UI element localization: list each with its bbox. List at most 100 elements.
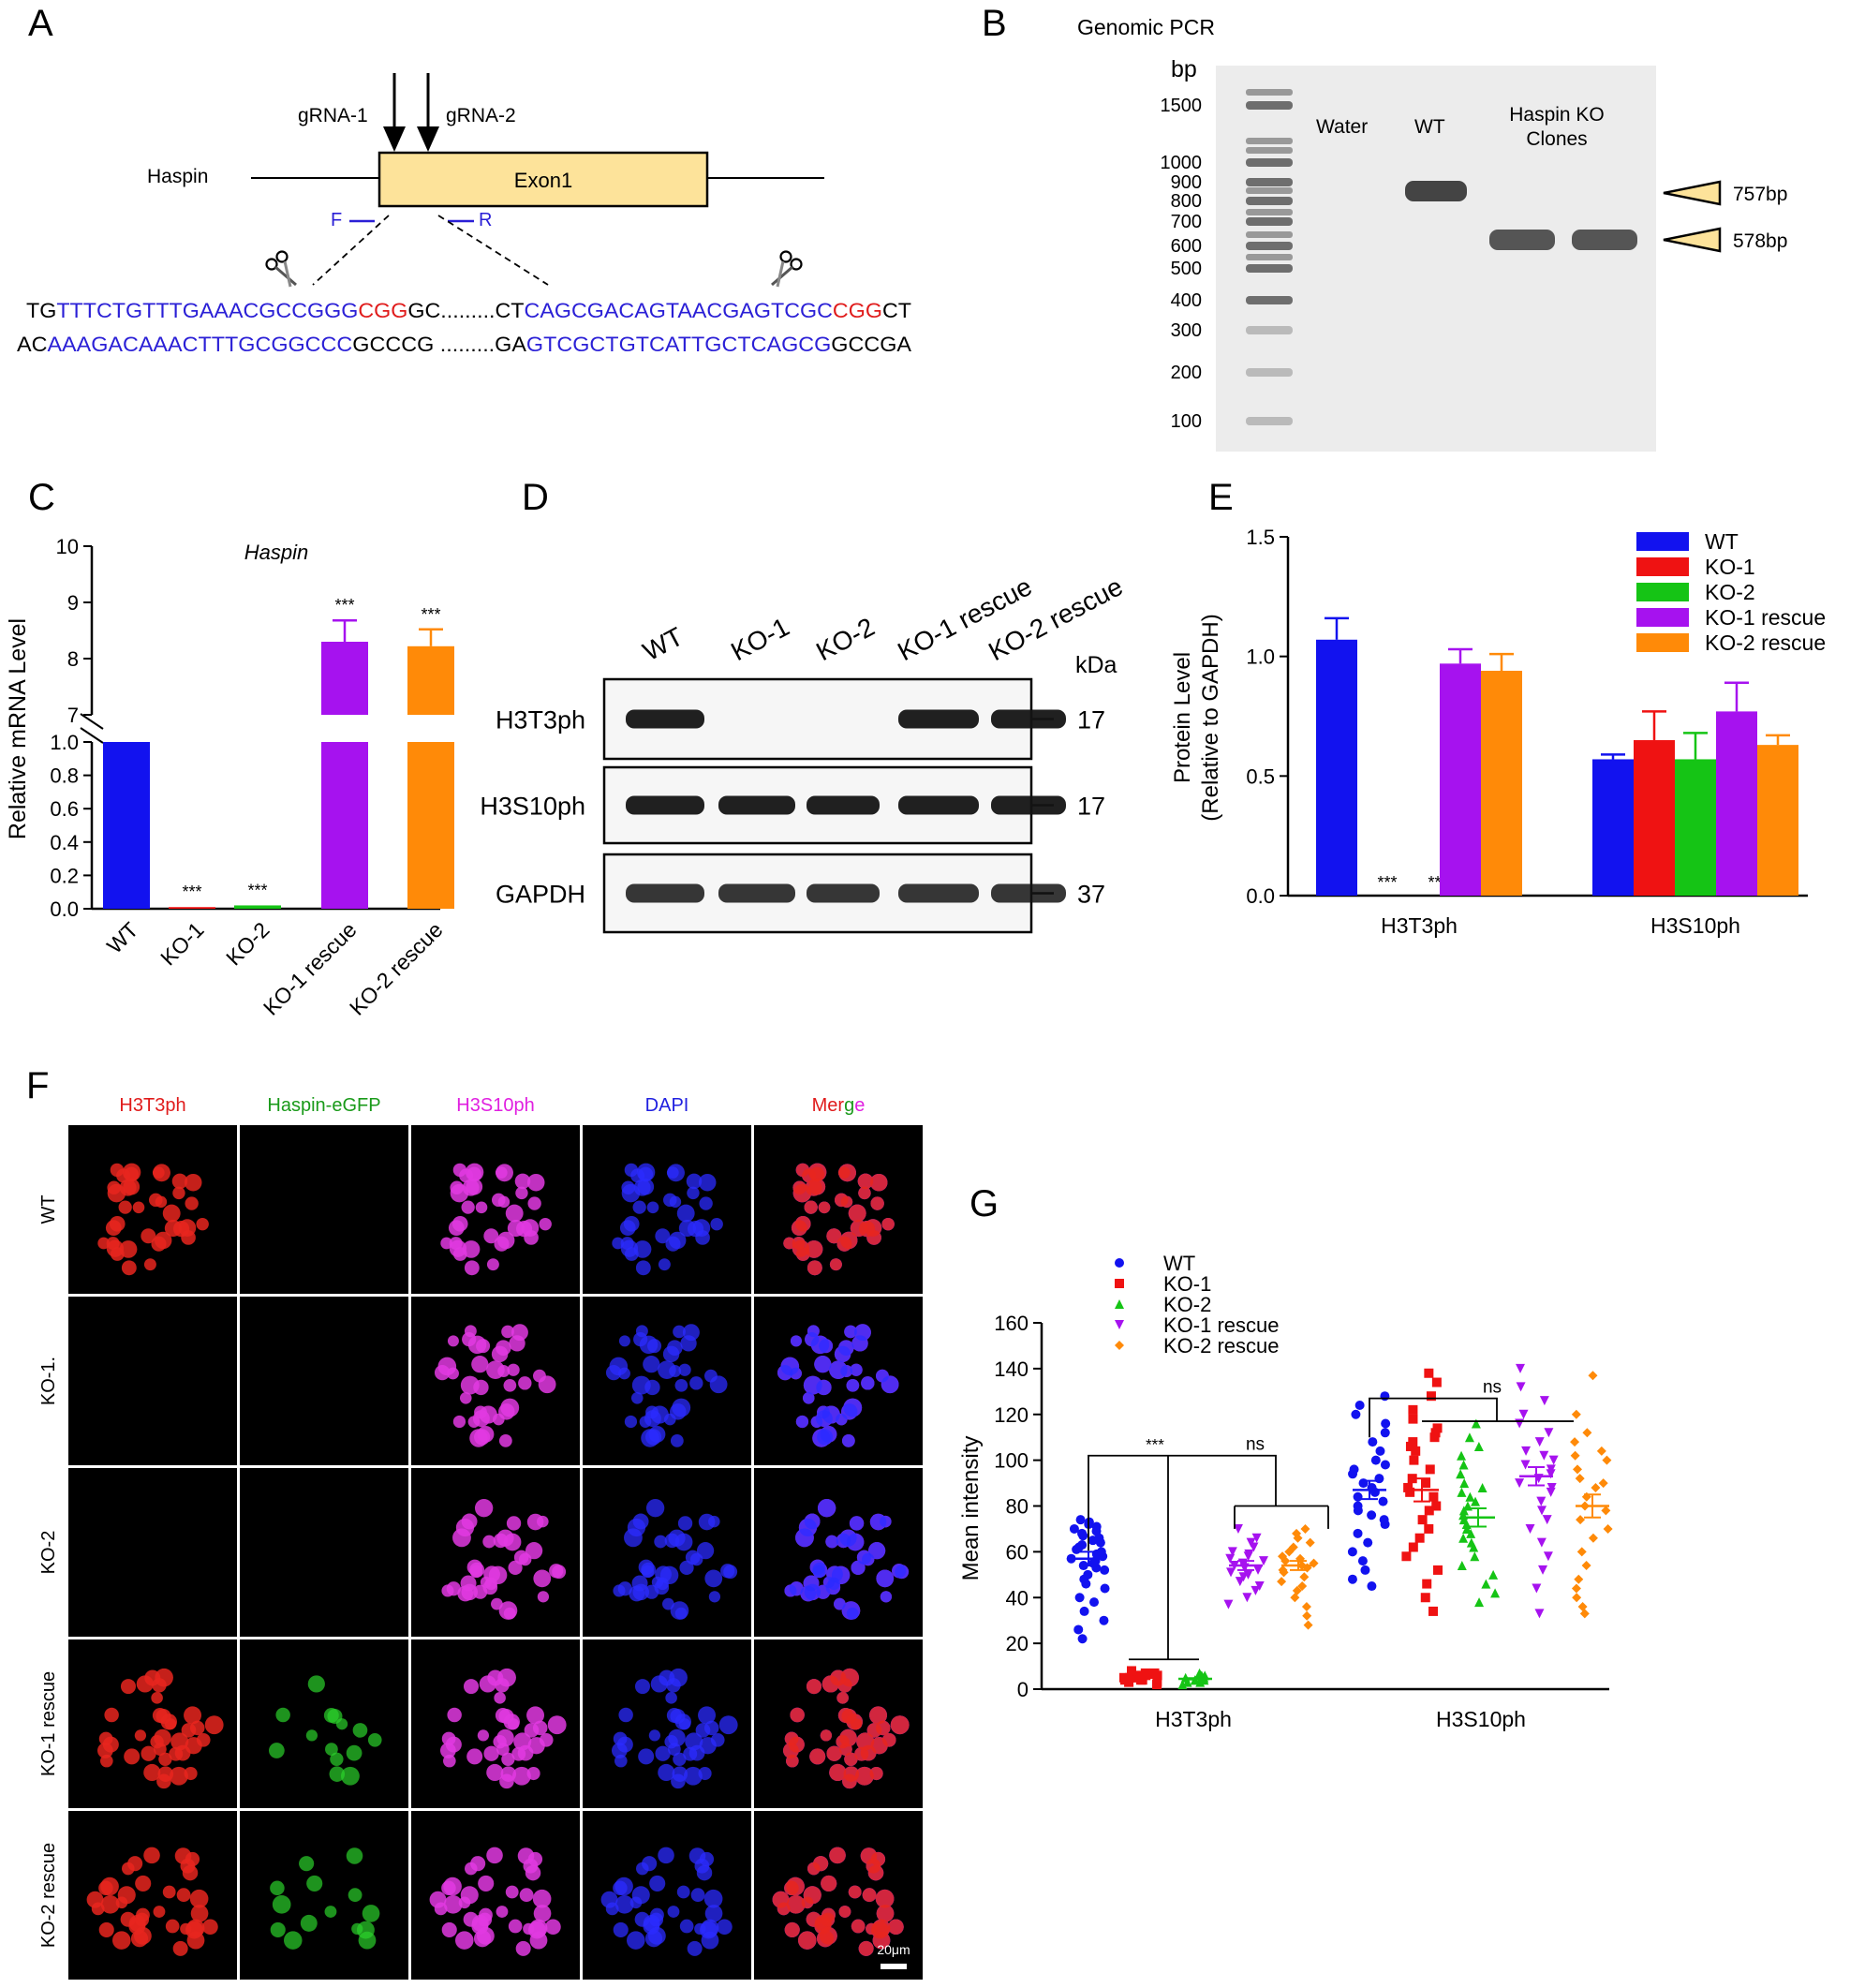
ladder-label: 1500 (1161, 96, 1203, 116)
data-point (1548, 1455, 1559, 1465)
cell-nucleus (840, 1195, 853, 1209)
cell-nucleus (270, 1880, 285, 1896)
data-point (1140, 1668, 1150, 1678)
cell-nucleus (861, 1552, 875, 1566)
cell-nucleus (329, 1766, 346, 1782)
cell-nucleus (162, 1885, 176, 1899)
cell-nucleus (120, 1911, 136, 1927)
data-point (1601, 1506, 1611, 1516)
cell-nucleus (649, 1912, 664, 1927)
seq-bottom-part: AC (17, 333, 48, 356)
cell-nucleus (821, 1875, 837, 1892)
cell-nucleus (809, 1748, 826, 1765)
y-axis-label-line: Protein Level (1170, 652, 1195, 783)
bar (1675, 759, 1716, 896)
cell-nucleus (802, 1391, 815, 1404)
cell-nucleus (346, 1744, 363, 1761)
cell-nucleus (673, 1325, 686, 1339)
cell-nucleus (870, 1196, 884, 1210)
legend-label: WT (1705, 529, 1739, 554)
cell-nucleus (644, 1379, 660, 1396)
grna-arrows (383, 73, 439, 152)
cell-nucleus (447, 1335, 459, 1347)
cell-nucleus (143, 1763, 161, 1782)
data-point (1573, 1464, 1583, 1475)
data-point (1288, 1542, 1298, 1552)
data-point (1349, 1464, 1359, 1475)
y-tick-label: 10 (56, 535, 79, 558)
bar (407, 742, 454, 909)
cell-nucleus (115, 1896, 128, 1909)
cell-nucleus (466, 1748, 483, 1765)
kda-value: 37 (1077, 881, 1105, 909)
cell-nucleus (469, 1565, 483, 1579)
y-tick-label: 1.0 (1246, 645, 1275, 669)
data-point (1246, 1537, 1256, 1548)
significance: *** (182, 883, 201, 901)
cell-nucleus (665, 1692, 677, 1704)
seq-bottom-part: GTCGCTGTCATTGCTCAGCG (526, 333, 831, 356)
seq-bottom-part: GCCCG .........GA (352, 333, 526, 356)
cell-nucleus (635, 1325, 648, 1338)
significance-label: ns (1483, 1378, 1502, 1398)
cell-nucleus (658, 1258, 671, 1271)
data-point (1466, 1537, 1476, 1548)
cell-nucleus (141, 1228, 156, 1244)
cell-nucleus (683, 1766, 703, 1786)
y-tick-label: 160 (994, 1312, 1029, 1335)
y-tick-label: 0.5 (1246, 764, 1275, 788)
legend-label: WT (1163, 1252, 1195, 1275)
cell-nucleus (801, 1896, 814, 1909)
data-point (1543, 1551, 1553, 1562)
cell-nucleus (892, 1564, 907, 1579)
y-tick-label: 0.8 (50, 764, 79, 788)
cell-nucleus (493, 1533, 509, 1549)
bar (1757, 745, 1798, 896)
data-point (1411, 1446, 1421, 1456)
cell-nucleus (709, 1375, 728, 1394)
scale-bar (881, 1964, 907, 1969)
data-point (1302, 1610, 1312, 1621)
data-point (1458, 1533, 1469, 1543)
significance: *** (1377, 873, 1397, 892)
cell-nucleus (518, 1552, 532, 1566)
cell-nucleus (458, 1896, 471, 1909)
cell-nucleus (327, 1708, 343, 1724)
cell-nucleus (466, 1178, 483, 1195)
cell-nucleus (826, 1745, 842, 1761)
cell-nucleus (806, 1911, 821, 1927)
cell-nucleus (792, 1183, 812, 1203)
cell-nucleus (448, 1220, 465, 1237)
cell-nucleus (643, 1356, 660, 1373)
cell-nucleus (505, 1204, 524, 1223)
cell-nucleus (124, 1748, 141, 1765)
cell-nucleus (547, 1715, 567, 1735)
data-point (1471, 1418, 1481, 1429)
cell-nucleus (539, 1217, 552, 1231)
data-point (1379, 1515, 1389, 1525)
cell-nucleus (503, 1607, 516, 1620)
cell-nucleus (498, 1433, 512, 1447)
cell-nucleus (632, 1583, 650, 1601)
data-point (1381, 1418, 1391, 1429)
cell-nucleus (169, 1746, 184, 1761)
cell-nucleus (875, 1720, 891, 1736)
cell-nucleus (450, 1183, 469, 1203)
panel-e: E 0.0 0.5 1.0 1.5 Protein Level (Relative to G… (1170, 477, 1826, 938)
cell-nucleus (112, 1931, 131, 1950)
data-point (1380, 1391, 1390, 1402)
cell-nucleus (501, 1752, 515, 1766)
data-point (1227, 1547, 1237, 1557)
data-point (1408, 1437, 1418, 1447)
ladder-band (1246, 217, 1293, 226)
microscopy-image (240, 1639, 408, 1808)
cell-nucleus (827, 1577, 840, 1591)
x-tick-label: H3S10ph (1650, 913, 1740, 938)
microscopy-image (583, 1468, 751, 1637)
x-tick-label: KO-1 (155, 917, 208, 970)
data-point (1481, 1579, 1491, 1589)
data-point (1073, 1625, 1084, 1635)
kda-value: 17 (1077, 793, 1105, 821)
cell-nucleus (676, 1885, 690, 1899)
data-point (1520, 1460, 1531, 1470)
